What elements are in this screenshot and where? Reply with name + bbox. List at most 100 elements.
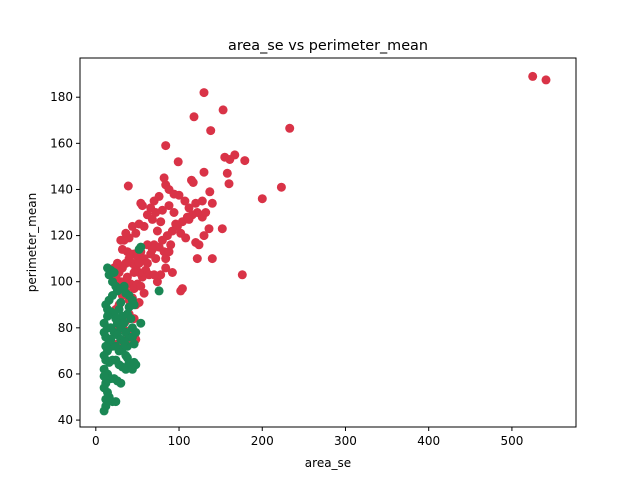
data-point <box>189 112 199 122</box>
data-point <box>156 270 166 280</box>
y-tick-label: 120 <box>50 229 73 243</box>
data-point <box>116 378 126 388</box>
data-point <box>136 281 146 291</box>
y-tick-label: 160 <box>50 136 73 150</box>
data-point <box>224 179 234 189</box>
data-point <box>188 178 198 187</box>
data-point <box>99 371 109 381</box>
x-axis-label: area_se <box>305 456 351 470</box>
x-tick-label: 200 <box>251 434 274 448</box>
data-point <box>201 208 211 217</box>
y-axis-ticks: 40 60 80 100 120 140 160 180 <box>50 90 80 427</box>
data-point <box>136 198 146 208</box>
data-point <box>119 318 129 328</box>
data-point <box>127 364 137 374</box>
data-point <box>161 141 171 151</box>
data-point <box>122 353 132 363</box>
data-point <box>205 187 215 197</box>
data-point <box>257 194 267 204</box>
data-point <box>157 235 167 245</box>
data-point <box>111 397 121 407</box>
data-point <box>121 364 131 374</box>
data-point <box>173 157 183 167</box>
data-point <box>123 181 133 191</box>
data-point <box>237 270 247 280</box>
data-point <box>142 210 152 220</box>
data-point <box>174 190 184 200</box>
data-point <box>161 254 171 264</box>
data-point <box>129 268 139 277</box>
y-tick-label: 140 <box>50 182 73 196</box>
data-point <box>176 286 186 296</box>
data-point <box>164 247 174 257</box>
data-point <box>240 156 250 166</box>
data-point <box>119 337 129 347</box>
y-axis-label: perimeter_mean <box>25 193 39 292</box>
data-point <box>152 277 162 287</box>
data-point <box>541 75 551 85</box>
data-point <box>166 240 176 250</box>
data-point <box>101 401 111 411</box>
data-point <box>171 219 181 229</box>
data-point <box>181 233 191 243</box>
data-point <box>199 167 209 177</box>
data-point <box>194 240 204 250</box>
data-point <box>134 244 144 254</box>
x-tick-label: 500 <box>500 434 523 448</box>
data-point <box>154 286 164 296</box>
data-point <box>131 228 141 238</box>
x-axis-ticks: 0 100 200 300 400 500 <box>92 427 523 448</box>
x-tick-label: 0 <box>92 434 100 448</box>
data-point <box>207 198 217 208</box>
data-point <box>103 311 112 321</box>
data-point <box>121 228 131 238</box>
data-point <box>169 208 179 217</box>
points-layer <box>99 71 551 416</box>
plot-frame <box>79 57 577 428</box>
data-point <box>139 288 149 298</box>
data-point <box>116 235 126 245</box>
data-point <box>151 208 161 217</box>
y-tick-label: 100 <box>50 275 73 289</box>
data-point <box>276 182 286 192</box>
data-point <box>104 295 114 305</box>
data-point <box>167 268 177 277</box>
data-point <box>134 258 144 268</box>
data-point <box>199 231 209 241</box>
data-point <box>149 270 159 280</box>
data-point <box>207 254 217 264</box>
data-point <box>101 394 111 404</box>
data-point <box>124 302 134 312</box>
data-point <box>217 224 227 234</box>
data-point <box>151 254 161 264</box>
data-point <box>206 126 216 136</box>
chart-title: area_se vs perimeter_mean <box>228 38 428 54</box>
data-point <box>122 272 132 282</box>
data-point <box>218 105 228 115</box>
data-point <box>192 254 202 264</box>
data-point <box>136 318 146 328</box>
data-point <box>104 270 114 280</box>
data-point <box>127 221 137 231</box>
data-point <box>126 314 136 324</box>
data-point <box>152 226 162 236</box>
data-point <box>164 201 174 211</box>
data-point <box>156 217 166 227</box>
data-point <box>114 304 124 314</box>
data-point <box>285 123 295 133</box>
data-point <box>197 196 207 206</box>
data-point <box>119 281 129 291</box>
data-point <box>225 155 235 164</box>
data-point <box>106 334 116 344</box>
data-point <box>99 318 109 328</box>
data-point <box>142 258 152 268</box>
data-point <box>154 191 164 201</box>
data-point <box>147 244 157 254</box>
data-point <box>161 263 171 273</box>
data-point <box>199 88 209 98</box>
data-point <box>204 224 214 234</box>
data-point <box>184 203 194 213</box>
y-tick-label: 40 <box>58 413 73 427</box>
x-tick-label: 300 <box>334 434 357 448</box>
